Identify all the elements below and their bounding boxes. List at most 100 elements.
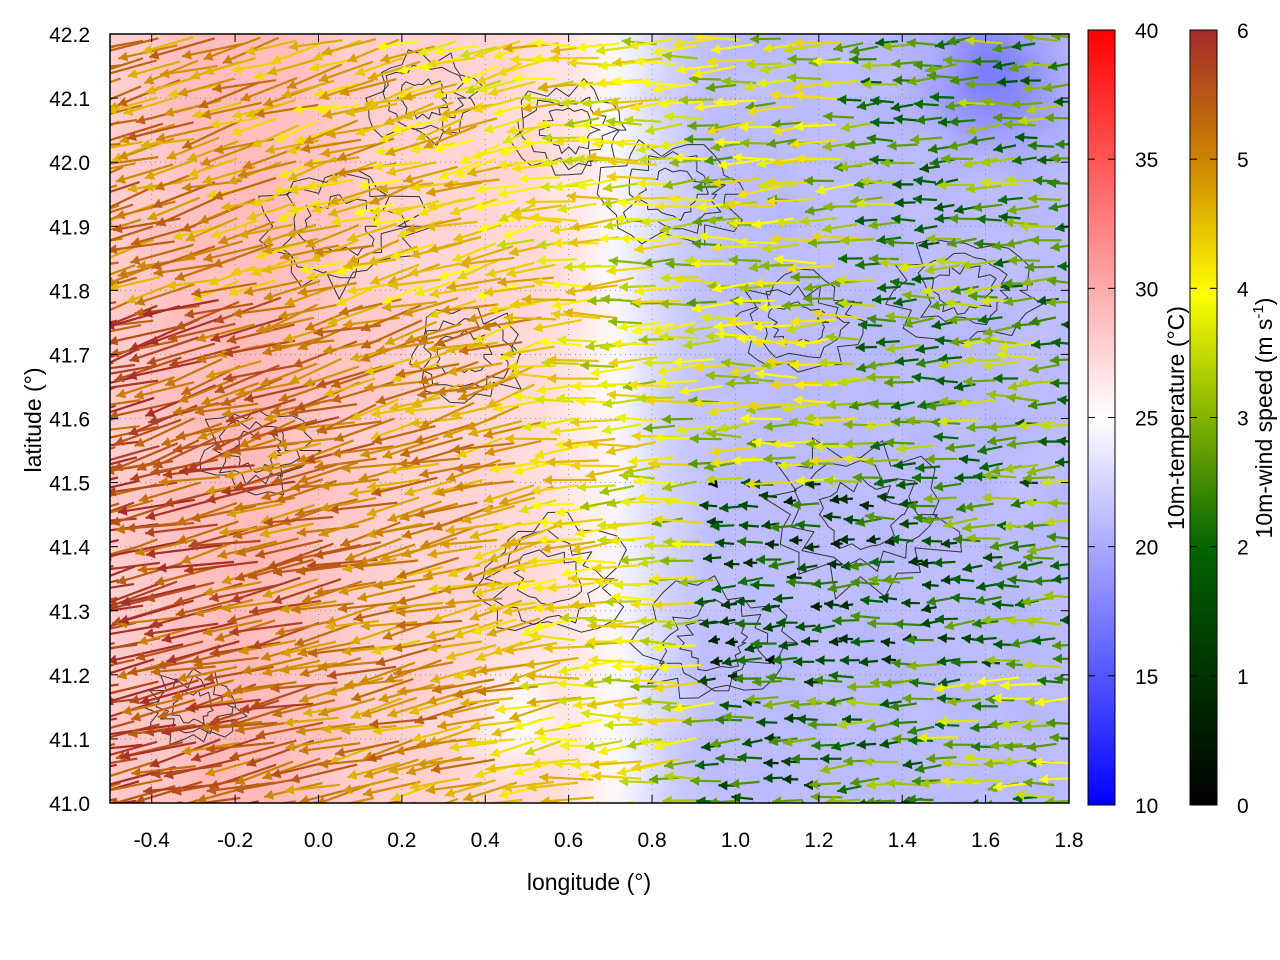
wind-vector-head [58,590,68,600]
temperature-cell [586,782,603,799]
temperature-cell [426,14,443,31]
temperature-cell [682,814,699,831]
wind-vector-shaft [81,805,159,811]
temperature-cell [346,622,363,639]
temperature-cell [346,270,363,287]
temperature-cell [250,446,267,463]
temperature-cell [138,270,155,287]
wind-vector-shaft [475,806,536,820]
temperature-cell [1034,558,1051,575]
temperature-cell [522,190,539,207]
temperature-cell [874,414,891,431]
temperature-cell [970,110,987,127]
temperature-cell [490,654,507,671]
temperature-cell [90,382,107,399]
temperature-cell [986,526,1003,543]
temperature-cell [110,702,123,719]
temperature-cell [426,398,443,415]
temperature-cell [698,558,715,575]
temperature-cell [330,590,347,607]
temperature-cell [618,814,635,831]
wind-vector-head [333,806,343,816]
temperature-cell [282,750,299,767]
temperature-cell [522,34,539,47]
temperature-cell [522,110,539,127]
temperature-cell [90,30,107,47]
temperature-cell [394,14,411,31]
temperature-cell [954,782,971,799]
temperature-cell [218,14,235,31]
temperature-cell [170,366,187,383]
temperature-cell [570,366,587,383]
wind-vector-head [351,817,361,827]
temperature-cell [954,798,971,803]
temperature-cell [746,766,763,783]
temperature-cell [874,270,891,287]
temperature-cell [90,686,107,703]
temperature-cell [986,126,1003,143]
temperature-cell [938,462,955,479]
temperature-cell [746,798,763,803]
temperature-cell [602,142,619,159]
temperature-cell [90,606,107,623]
temperature-cell [90,558,107,575]
temperature-cell [282,14,299,31]
temperature-cell [1034,606,1051,623]
temperature-cell [906,14,923,31]
temperature-cell [474,14,491,31]
temperature-cell [282,110,299,127]
wind-vector-head [87,326,97,335]
temperature-cell [682,702,699,719]
wind-vector-head [45,689,55,699]
wind-vector-head [265,804,275,814]
temperature-cell [506,190,523,207]
temperature-cell [922,46,939,63]
temperature-cell [90,14,107,31]
temperature-cell [90,462,107,479]
wind-vector-head [475,814,485,824]
temperature-cell [458,14,475,31]
temperature-cell [282,798,299,803]
temperature-cell [90,270,107,287]
temperature-cell [122,206,139,223]
temperature-cell [666,686,683,703]
wind-vector-head [123,816,133,825]
temperature-cell [954,190,971,207]
temperature-cell [762,574,779,591]
temperature-cell [378,798,395,803]
temperature-cell [730,14,747,31]
temperature-cell [682,286,699,303]
temperature-cell [1034,206,1051,223]
temperature-cell [602,814,619,831]
temperature-cell [602,798,619,803]
temperature-cell [922,814,939,831]
temperature-cell [522,14,539,31]
temperature-cell [698,526,715,543]
temperature-cell [186,526,203,543]
temperature-cell [1066,14,1083,31]
temperature-cell [442,814,459,831]
temperature-cell [218,34,235,47]
wind-vector-head [92,467,102,477]
temperature-cell [1018,174,1035,191]
temperature-cell [650,446,667,463]
temperature-cell [346,734,363,751]
temperature-cell [650,702,667,719]
temperature-cell [378,782,395,799]
temperature-cell [922,126,939,143]
wind-vector-shaft [450,806,501,816]
temperature-cell [90,398,107,415]
temperature-cell [234,558,251,575]
wind-vector-head [66,632,76,642]
wind-vector-head [317,803,327,813]
temperature-cell [506,14,523,31]
temperature-cell [266,814,283,831]
temperature-cell [522,798,539,803]
temperature-cell [330,34,347,47]
temperature-cell [90,814,107,831]
temperature-cell [90,590,107,607]
temperature-cell [746,510,763,527]
temperature-cell [778,14,795,31]
temperature-cell [538,302,555,319]
